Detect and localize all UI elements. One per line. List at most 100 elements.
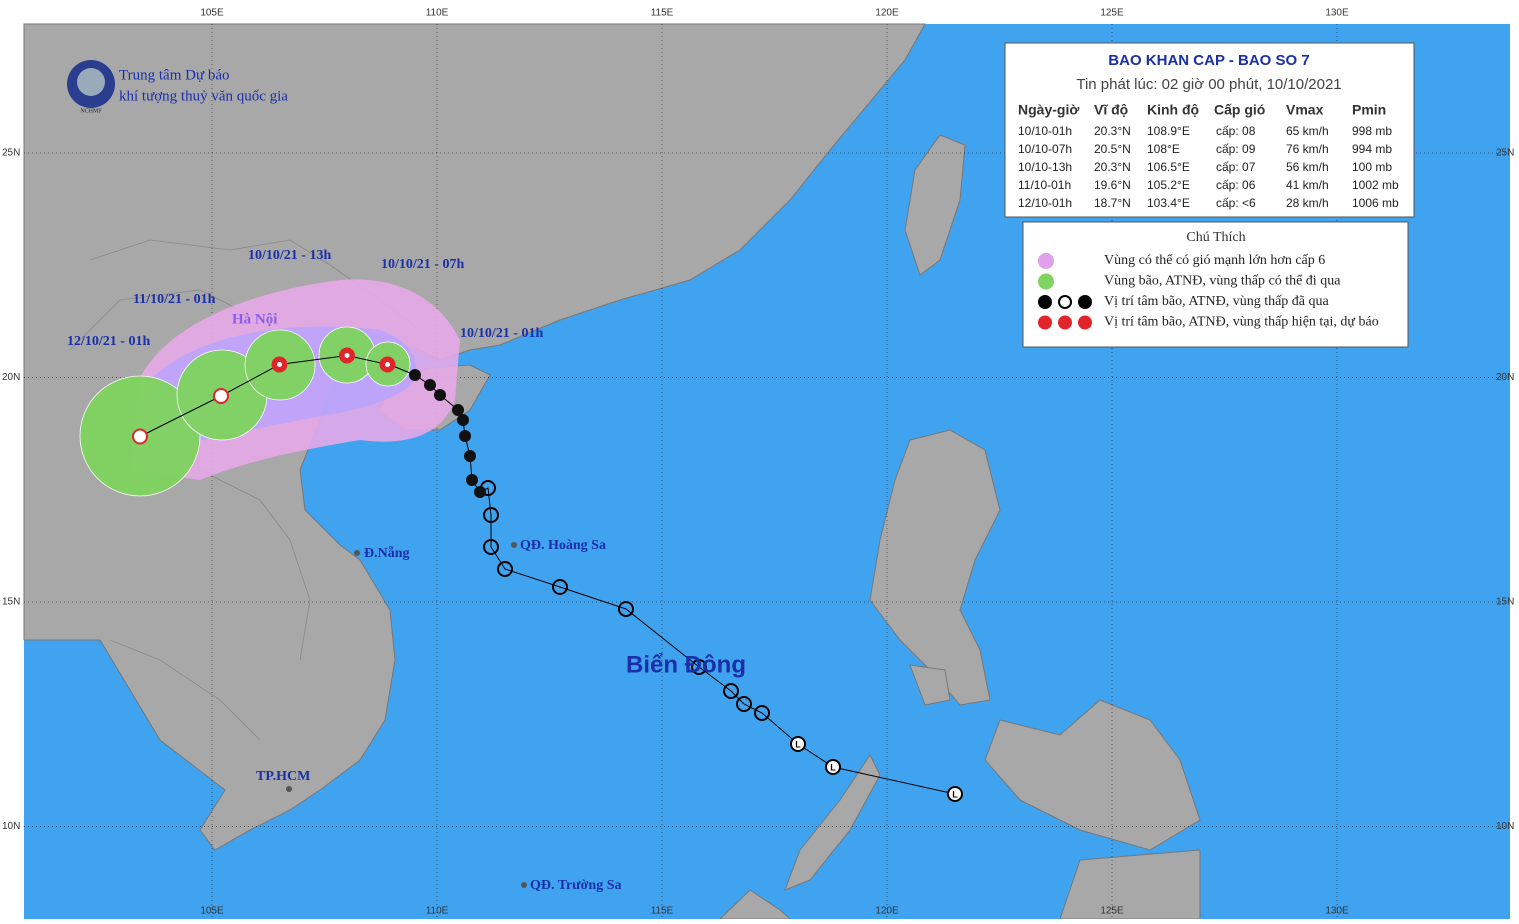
column-header: Vmax [1286,102,1324,118]
column-header: Vĩ độ [1094,102,1128,118]
lon-label: 125E [1100,906,1124,917]
past-center [464,450,476,462]
bulletin-issued: Tin phát lúc: 02 giờ 00 phút, 10/10/2021 [1076,76,1341,93]
cell: 56 km/h [1286,160,1329,174]
cell: 10/10-07h [1018,142,1072,156]
lon-label: 115E [651,906,674,917]
legend-symbol [1038,295,1052,309]
past-track: L L L [387,363,963,802]
bulletin-title: BAO KHAN CAP - BAO SO 7 [1108,52,1309,69]
city: Đ.Nẵng [364,545,410,561]
city: TP.HCM [256,769,310,784]
cell: 41 km/h [1286,178,1329,192]
cell: cấp: 09 [1216,142,1256,156]
lon-label: 105E [200,8,224,19]
lat-label: 15N [1496,597,1514,608]
cell: 10/10-01h [1018,124,1072,138]
forecast-center [213,388,229,404]
legend-item: Vị trí tâm bão, ATNĐ, vùng thấp hiện tại… [1104,315,1379,330]
cell: 19.6°N [1094,178,1131,192]
cell: 994 mb [1352,142,1392,156]
time-label: 12/10/21 - 01h [67,334,150,349]
cell: 18.7°N [1094,196,1131,210]
cell: 12/10-01h [1018,196,1072,210]
lon-label: 130E [1325,8,1349,19]
cell: cấp: 06 [1216,178,1256,192]
forecast-center [132,428,148,445]
past-center [691,659,707,675]
cell: 108.9°E [1147,124,1190,138]
past-center [466,474,478,486]
sea-label: Biển Đông [626,651,746,678]
cell: 1006 mb [1352,196,1399,210]
lon-label: 110E [426,906,449,917]
cell: 11/10-01h [1018,178,1071,192]
past-center [497,561,513,577]
legend-symbol [1078,315,1092,330]
past-center [434,389,446,401]
lat-label: 20N [1496,372,1514,383]
past-center [483,507,499,523]
cell: 1002 mb [1352,178,1399,192]
cell: 20.5°N [1094,142,1131,156]
time-label: 10/10/21 - 01h [460,326,543,341]
cell: 10/10-13h [1018,160,1072,174]
past-center [457,414,469,426]
lon-label: 115E [651,8,674,19]
cell: 65 km/h [1286,124,1329,138]
bulletin: BAO KHAN CAP - BAO SO 7 Tin phát lúc: 02 … [1004,42,1415,218]
cell: 998 mb [1352,124,1392,138]
past-center [474,486,486,498]
time-label: 10/10/21 - 13h [248,248,331,263]
cell: cấp: 07 [1216,160,1256,174]
legend-symbol [1058,315,1072,330]
logo-text: NCHMF [80,108,102,114]
column-header: Ngày-giờ [1018,102,1079,118]
forecast-core [385,362,390,367]
lon-label: 130E [1325,906,1349,917]
time-label: 10/10/21 - 07h [381,257,464,272]
legend-title: Chú Thích [1186,230,1245,245]
lat-label: 10N [2,821,20,832]
past-center [424,379,436,391]
island: QĐ. Trường Sa [530,878,622,893]
island: QĐ. Hoàng Sa [520,538,606,553]
past-center-symbol: L [952,789,958,799]
cell: 20.3°N [1094,160,1131,174]
column-header: Kinh độ [1147,102,1199,118]
lat-label: 10N [1496,821,1514,832]
column-header: Cấp gió [1214,102,1265,118]
column-header: Pmin [1352,102,1386,118]
legend-symbol [1058,295,1072,309]
city: Hà Nội [232,311,277,327]
lon-label: 120E [875,906,899,917]
cell: 100 mb [1352,160,1392,174]
past-center [825,759,841,775]
time-label: 11/10/21 - 01h [133,292,216,307]
past-center [736,696,752,712]
past-center-symbol: L [795,739,801,749]
cell: 103.4°E [1147,196,1190,210]
past-center [452,404,464,416]
forecast-track [132,347,396,445]
lon-label: 125E [1100,8,1124,19]
past-center [790,736,806,752]
past-center-symbol: L [830,762,836,772]
lon-label: 105E [200,906,224,917]
past-center [618,601,634,617]
past-center [409,369,421,381]
cell: 105.2°E [1147,178,1190,192]
past-center [723,683,739,699]
past-center [947,786,963,802]
legend-symbol [1078,295,1092,309]
legend-swatch [1038,253,1054,269]
lat-label: 20N [2,372,20,383]
forecast-core [277,362,282,367]
past-center [552,579,568,595]
legend-item: Vùng bão, ATNĐ, vùng thấp có thể đi qua [1104,274,1341,289]
legend-swatch [1038,273,1054,290]
logo: NCHMF [67,60,115,114]
lat-label: 25N [2,148,20,159]
lon-label: 110E [426,8,449,19]
